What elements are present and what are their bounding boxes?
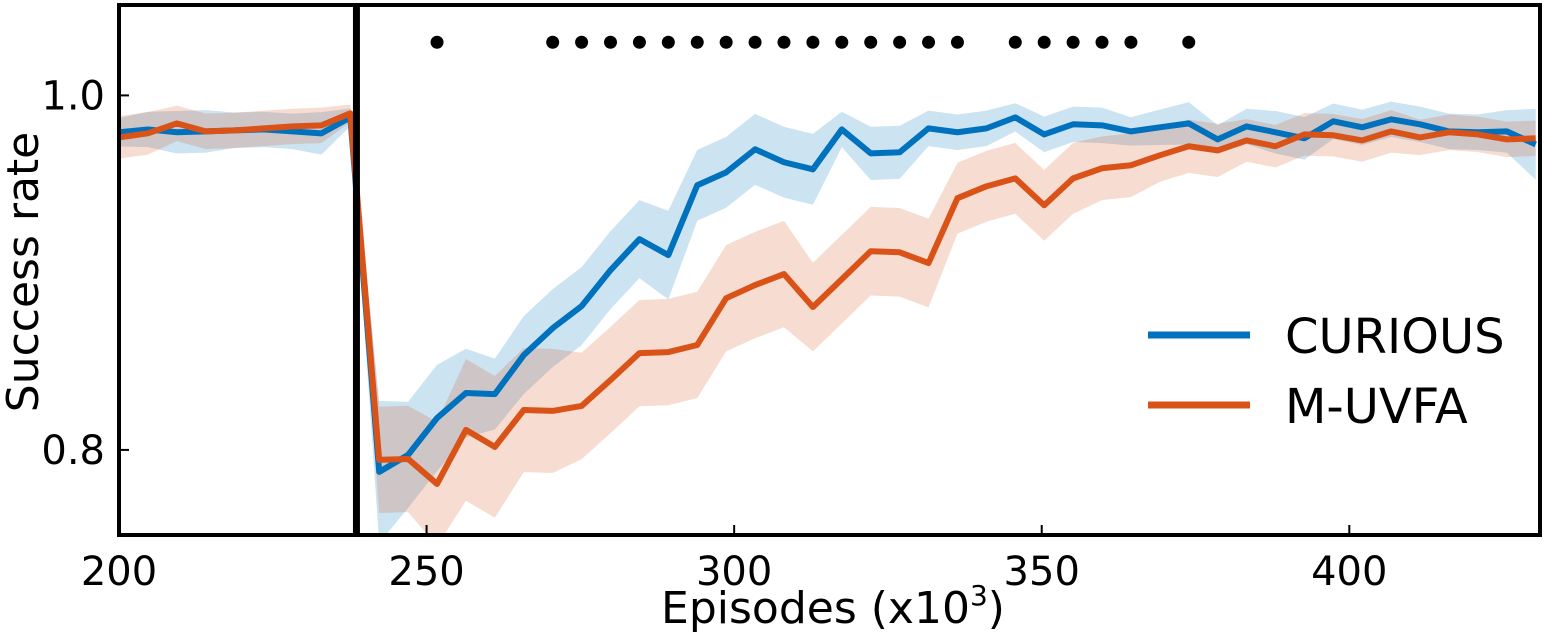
plot-frame <box>117 3 1542 537</box>
x-tick-label: 300 <box>696 549 772 595</box>
x-tick-label: 250 <box>388 549 464 595</box>
significance-dot <box>1095 35 1109 49</box>
significance-dot <box>835 35 849 49</box>
significance-dot <box>1008 35 1022 49</box>
significance-dot <box>922 35 936 49</box>
y-tick-label: 1.0 <box>41 73 105 119</box>
band-curious <box>119 101 1536 535</box>
x-axis-label: Episodes (x103) <box>661 579 1005 634</box>
band-m-uvfa <box>119 104 1536 535</box>
legend-label-m-uvfa: M-UVFA <box>1285 379 1468 435</box>
significance-dot <box>430 35 444 49</box>
x-axis-label-main: Episodes (x10 <box>661 583 970 634</box>
significance-dot <box>864 35 878 49</box>
significance-dot <box>719 35 733 49</box>
significance-dot <box>950 35 964 49</box>
significance-dot <box>893 35 907 49</box>
significance-dot <box>690 35 704 49</box>
significance-dot <box>632 35 646 49</box>
legend-label-curious: CURIOUS <box>1285 309 1505 365</box>
x-tick-label: 200 <box>81 549 157 595</box>
legend: CURIOUS M-UVFA <box>1148 309 1505 435</box>
significance-dot <box>1124 35 1138 49</box>
significance-markers <box>430 35 1196 49</box>
x-axis-label-exponent: 3 <box>970 579 988 612</box>
y-axis-label: Success rate <box>0 132 49 412</box>
y-tick-label: 0.8 <box>41 428 105 474</box>
significance-dot <box>604 35 618 49</box>
x-tick-label: 350 <box>1004 549 1080 595</box>
significance-dot <box>777 35 791 49</box>
significance-dot <box>575 35 589 49</box>
significance-dot <box>1066 35 1080 49</box>
confidence-bands <box>119 101 1536 535</box>
x-tick-label: 400 <box>1311 549 1387 595</box>
significance-dot <box>1037 35 1051 49</box>
significance-dot <box>748 35 762 49</box>
significance-dot <box>1182 35 1196 49</box>
significance-dot <box>661 35 675 49</box>
axes: 200 250 300 350 400 0.8 1.0 <box>41 3 1542 595</box>
significance-dot <box>806 35 820 49</box>
significance-dot <box>546 35 560 49</box>
x-axis-label-close: ) <box>988 583 1005 634</box>
